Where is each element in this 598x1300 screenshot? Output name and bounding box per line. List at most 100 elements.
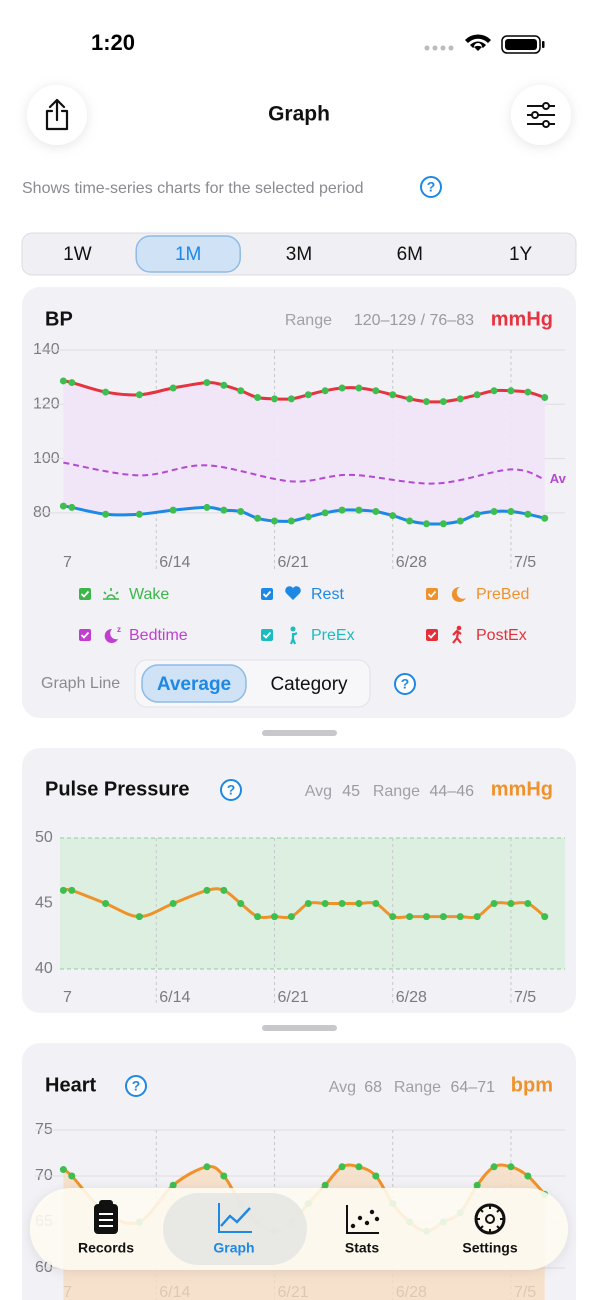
legend-label: PreBed [476,586,529,603]
pulse-chart: 40 45 50 7 6/14 6/21 6/28 7/5 [35,829,565,1006]
help-icon: ? [427,179,436,195]
data-point [321,387,329,395]
period-option[interactable]: 1M [175,244,201,265]
y-tick-label: 40 [35,960,53,977]
share-button[interactable] [27,85,87,145]
data-point [254,394,262,401]
legend-item[interactable]: PreBed [426,586,529,603]
x-tick-label: 7 [63,554,72,571]
help-icon: ? [227,782,236,798]
data-point [59,886,67,894]
period-option[interactable]: 1Y [509,244,533,265]
data-point [68,379,76,387]
tab-label[interactable]: Settings [462,1240,517,1256]
graph-line-option[interactable]: Average [157,674,231,695]
help-icon: ? [401,676,410,692]
x-tick-label: 6/28 [396,989,427,1006]
legend-check [427,631,437,639]
data-point [473,1181,481,1189]
data-point [304,513,312,521]
status-icons [424,34,545,54]
legend-check [80,631,90,639]
help-button[interactable]: ? [220,779,242,801]
data-point [456,517,464,525]
data-point [355,900,363,907]
help-button[interactable]: ? [125,1075,147,1097]
data-point [220,381,228,389]
data-point [203,503,211,511]
range-value: 64–71 [451,1079,496,1096]
tab-bar [30,1188,568,1270]
legend-item[interactable]: Wake [79,586,169,603]
period-option[interactable]: 1W [63,244,92,265]
graph-line-option[interactable]: Category [270,674,348,695]
series-label: Av [550,471,567,486]
x-tick-label: 6/14 [159,554,190,571]
legend-item[interactable]: z Bedtime [79,625,188,644]
legend-label: PostEx [476,627,527,644]
period-options: 1W 1M 3M 6M 1Y [63,235,533,273]
legend-item[interactable]: PostEx [426,625,527,645]
legend-icon [456,625,462,631]
data-point [439,398,447,406]
help-button[interactable]: ? [394,673,416,695]
data-point [372,1172,380,1180]
legend-icon [103,588,119,600]
range-fill [63,380,545,525]
data-point [270,913,278,921]
data-point [439,913,447,921]
legend-icon [290,626,296,632]
legend-item[interactable]: PreEx [261,626,355,645]
x-tick-label: 6/21 [277,989,308,1006]
legend-check [427,590,437,598]
data-point [304,900,312,907]
data-point [507,508,515,515]
period-option[interactable]: 3M [286,244,312,265]
data-point [203,379,211,387]
data-point [507,387,515,395]
data-point [338,900,346,907]
unit: mmHg [491,308,553,330]
data-point [355,506,363,514]
drag-handle[interactable] [262,730,337,736]
data-point [473,913,481,921]
period-option[interactable]: 6M [397,244,423,265]
legend-label: Rest [311,586,344,603]
help-button[interactable]: ? [420,176,442,198]
filter-button[interactable] [511,85,571,145]
card-title: Heart [45,1074,96,1096]
graph-line-label: Graph Line [41,675,120,692]
legend-checkbox [261,588,273,600]
avg-value: 68 [364,1079,382,1096]
data-point [321,1181,329,1189]
data-point [473,510,481,518]
data-point [541,514,549,522]
legend-icon [289,632,298,645]
data-point [439,520,447,528]
legend-icon [452,629,462,644]
tab-label[interactable]: Records [78,1240,134,1256]
data-point [102,510,110,518]
legend-item[interactable]: Rest [261,586,344,603]
data-point [423,520,431,528]
data-point [203,1163,211,1171]
data-point [102,388,110,396]
data-point [524,388,532,396]
legend-checkbox [261,629,273,641]
drag-handle[interactable] [262,1025,337,1031]
legend-label: Bedtime [129,627,188,644]
data-point [389,391,397,399]
x-tick-label: 7/5 [514,554,536,571]
data-point [287,913,295,921]
data-point [490,387,498,395]
subtitle: Shows time-series charts for the selecte… [22,180,363,197]
range-label: Range [394,1079,441,1096]
data-point [59,1166,67,1174]
legend-label: PreEx [311,627,355,644]
tab-label[interactable]: Graph [213,1240,254,1256]
data-point [423,398,431,406]
period-selected [135,235,241,273]
legend-checkbox [426,629,438,641]
tab-label[interactable]: Stats [345,1240,379,1256]
data-point [169,506,177,514]
